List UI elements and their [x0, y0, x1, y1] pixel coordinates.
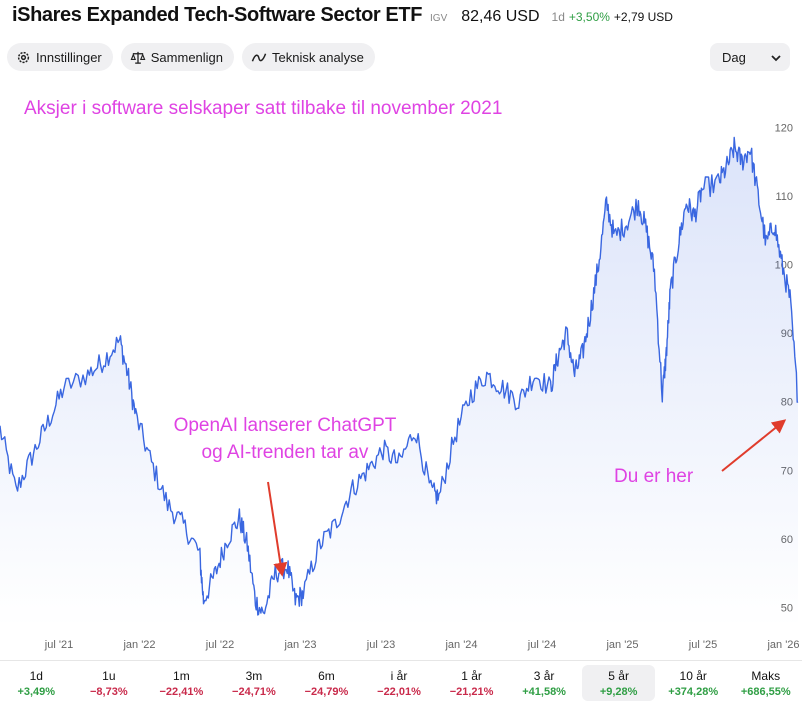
period-tab-2[interactable]: 1m −22,41%	[145, 661, 218, 705]
period-tab-label: 10 år	[679, 668, 707, 683]
ticker-symbol: IGV	[430, 13, 448, 24]
period-tab-change: −21,21%	[449, 685, 494, 698]
period-tab-4[interactable]: 6m −24,79%	[290, 661, 363, 705]
fund-title: iShares Expanded Tech-Software Sector ET…	[12, 4, 423, 26]
period-tab-8[interactable]: 5 år +9,28%	[582, 665, 655, 701]
period-tab-9[interactable]: 10 år +374,28%	[657, 661, 730, 705]
current-price: 82,46 USD	[461, 8, 540, 25]
period-tab-7[interactable]: 3 år +41,58%	[508, 661, 581, 705]
period-tab-label: 1u	[102, 668, 116, 683]
x-tick-label: jul '23	[366, 639, 395, 651]
period-tab-change: −24,79%	[304, 685, 349, 698]
x-tick-label: jan '24	[444, 639, 477, 651]
x-tick-label: jul '24	[527, 639, 556, 651]
price-area	[0, 137, 798, 628]
x-tick-label: jan '23	[283, 639, 316, 651]
period-tab-3[interactable]: 3m −24,71%	[218, 661, 291, 705]
period-tab-change: +374,28%	[668, 685, 719, 698]
period-tab-change: +41,58%	[522, 685, 566, 698]
compare-label: Sammenlign	[150, 49, 224, 65]
period-tab-label: Maks	[751, 668, 781, 683]
x-tick-label: jan '22	[122, 639, 155, 651]
x-tick-label: jul '22	[205, 639, 234, 651]
annotation-arrow-chatgpt	[267, 481, 288, 577]
scale-icon	[130, 50, 146, 65]
x-tick-label: jan '25	[605, 639, 638, 651]
x-tick-label: jul '25	[688, 639, 717, 651]
period-tabs: 1d +3,49% 1u −8,73% 1m −22,41% 3m −24,71% 6m −24,…	[0, 660, 802, 705]
x-tick-label: jan '26	[766, 639, 799, 651]
period-tab-label: 3m	[245, 668, 263, 683]
period-tab-label: 5 år	[608, 668, 629, 683]
period-tab-label: 1 år	[461, 668, 482, 683]
interval-value: Dag	[722, 49, 746, 65]
annotation-chatgpt-line2: og AI-trenden tar av	[202, 442, 369, 463]
period-tab-change: +3,49%	[17, 685, 56, 698]
interval-select[interactable]: Dag	[710, 43, 790, 71]
gear-icon	[16, 50, 31, 65]
period-tab-change: −24,71%	[232, 685, 276, 698]
y-tick-label: 120	[775, 122, 793, 134]
period-tab-6[interactable]: 1 år −21,21%	[435, 661, 508, 705]
period-tab-change: +686,55%	[740, 685, 791, 698]
period-tab-0[interactable]: 1d +3,49%	[0, 661, 73, 705]
period-tab-change: +9,28%	[599, 685, 638, 698]
period-tab-label: 3 år	[533, 668, 555, 683]
technical-analysis-label: Teknisk analyse	[272, 49, 364, 65]
price-line	[0, 136, 799, 616]
chart-toolbar: Innstillinger Sammenlign Teknisk analyse	[7, 43, 375, 71]
compare-button[interactable]: Sammenlign	[120, 43, 235, 71]
settings-label: Innstillinger	[36, 49, 102, 65]
y-tick-label: 110	[775, 191, 793, 203]
technical-analysis-button[interactable]: Teknisk analyse	[242, 43, 375, 71]
change-period: 1d	[551, 10, 565, 24]
change-percent: +3,50%	[568, 10, 610, 24]
period-tab-change: −22,01%	[377, 685, 421, 698]
period-tab-change: −8,73%	[90, 685, 128, 698]
x-tick-label: jul '21	[44, 639, 73, 651]
chevron-down-icon	[771, 50, 781, 65]
settings-button[interactable]: Innstillinger	[7, 43, 113, 71]
change-absolute: +2,79 USD	[613, 10, 673, 24]
period-tab-label: 1m	[173, 668, 190, 683]
annotation-title: Aksjer i software selskaper satt tilbake…	[24, 98, 502, 119]
x-axis: jul '21 jan '22 jul '22 jan '23 jul '23 jan '…	[44, 639, 800, 651]
annotation-chatgpt-line1: OpenAI lanserer ChatGPT	[174, 415, 397, 436]
period-tab-label: i år	[390, 668, 408, 683]
quote-header: iShares Expanded Tech-Software Sector ET…	[12, 4, 792, 32]
period-tab-10[interactable]: Maks +686,55%	[729, 661, 802, 705]
period-tab-5[interactable]: i år −22,01%	[363, 661, 436, 705]
annotation-arrow-here	[721, 419, 787, 472]
trend-line-icon	[251, 50, 267, 65]
period-tab-label: 1d	[29, 668, 43, 683]
period-tab-change: −22,41%	[159, 685, 204, 698]
period-tab-1[interactable]: 1u −8,73%	[73, 661, 146, 705]
period-tab-label: 6m	[318, 668, 335, 683]
annotation-here: Du er her	[614, 466, 694, 487]
